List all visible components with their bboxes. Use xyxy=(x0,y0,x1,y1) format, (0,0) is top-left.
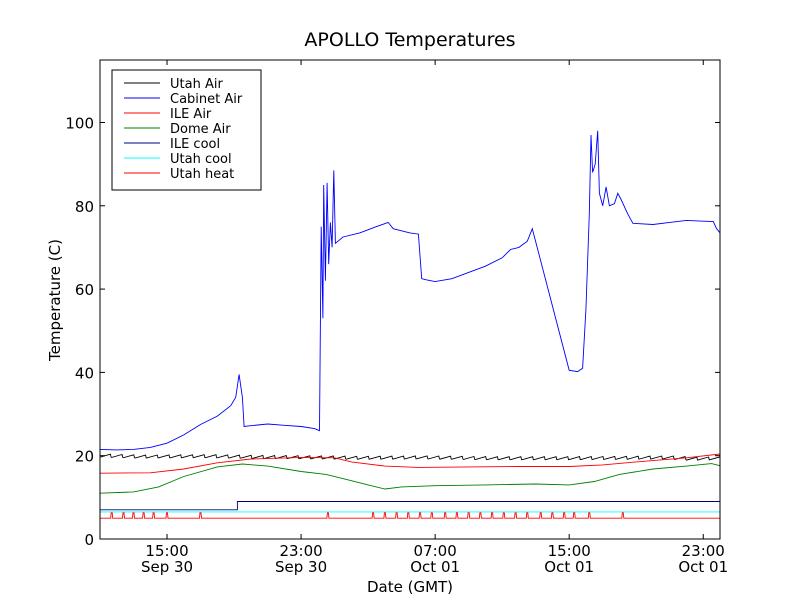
x-tick-label-time: 23:00 xyxy=(279,542,322,560)
series-line-utah-heat xyxy=(100,512,720,519)
legend-label: Cabinet Air xyxy=(170,92,243,107)
legend-label: Utah cool xyxy=(170,152,232,167)
y-tick-label: 40 xyxy=(75,364,94,382)
y-tick-label: 60 xyxy=(75,281,94,299)
x-tick-label-time: 15:00 xyxy=(145,542,188,560)
y-tick-label: 80 xyxy=(75,198,94,216)
x-axis-label: Date (GMT) xyxy=(367,578,453,596)
legend-label: Utah heat xyxy=(170,167,234,182)
y-tick-label: 20 xyxy=(75,448,94,466)
y-tick-label: 100 xyxy=(65,114,94,132)
y-axis-label: Temperature (C) xyxy=(46,239,64,362)
plot-frame xyxy=(99,59,721,540)
x-tick-label-date: Sep 30 xyxy=(141,558,193,576)
series-group xyxy=(100,130,720,519)
x-tick-label-date: Sep 30 xyxy=(275,558,327,576)
legend-label: Dome Air xyxy=(170,122,231,137)
x-tick-label-time: 23:00 xyxy=(682,542,725,560)
y-axis: 0 20 40 60 80 100 xyxy=(65,114,720,549)
x-tick-label-time: 15:00 xyxy=(548,542,591,560)
series-line-utah-air xyxy=(100,453,720,461)
legend-label: ILE cool xyxy=(170,137,220,152)
series-line-ile-air xyxy=(100,453,720,474)
legend-label: ILE Air xyxy=(170,107,212,122)
series-line-dome-air xyxy=(100,463,720,494)
series-line-cabinet-air xyxy=(100,130,720,451)
chart-title: APOLLO Temperatures xyxy=(304,29,515,51)
x-tick-label-time: 07:00 xyxy=(414,542,457,560)
series-layer xyxy=(100,130,720,519)
x-tick-label-date: Oct 01 xyxy=(410,558,460,576)
legend-box xyxy=(111,69,262,191)
x-tick-label-date: Oct 01 xyxy=(544,558,594,576)
y-tick-label: 0 xyxy=(84,531,94,549)
legend-label: Utah Air xyxy=(170,77,223,92)
series-line-ile-cool xyxy=(100,501,720,511)
x-tick-label-date: Oct 01 xyxy=(678,558,728,576)
